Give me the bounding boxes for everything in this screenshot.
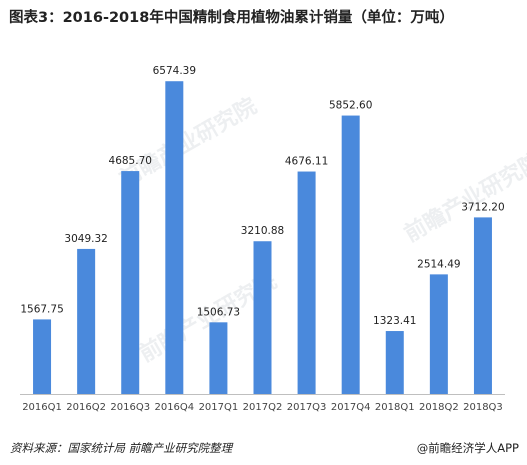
value-labels: 1567.75 3049.32 4685.70 6574.39 1506.73 3210.… xyxy=(20,65,504,327)
x-tick-2016Q3: 2016Q3 xyxy=(110,402,150,413)
x-tick-2017Q2: 2017Q2 xyxy=(243,402,283,413)
x-tick-2018Q1: 2018Q1 xyxy=(375,402,415,413)
source-note: 资料来源：国家统计局 前瞻产业研究院整理 xyxy=(10,441,233,455)
bar-2016Q2 xyxy=(77,248,96,394)
value-label-2016Q1: 1567.75 xyxy=(20,303,63,315)
x-tick-2016Q1: 2016Q1 xyxy=(22,402,62,413)
bar-2018Q2 xyxy=(429,274,448,394)
bar-2016Q4 xyxy=(165,81,184,394)
value-label-2016Q4: 6574.39 xyxy=(153,65,196,77)
x-tick-2016Q4: 2016Q4 xyxy=(154,402,194,413)
bar-2018Q3 xyxy=(473,217,492,394)
x-tick-2017Q4: 2017Q4 xyxy=(331,402,371,413)
value-label-2017Q3: 4676.11 xyxy=(285,156,328,168)
x-tick-2017Q3: 2017Q3 xyxy=(287,402,327,413)
value-label-2018Q2: 2514.49 xyxy=(417,258,460,270)
value-label-2018Q1: 1323.41 xyxy=(373,315,416,327)
x-tick-2016Q2: 2016Q2 xyxy=(66,402,106,413)
bar-2016Q1 xyxy=(33,319,52,394)
bar-2016Q3 xyxy=(121,171,140,394)
x-tick-2017Q1: 2017Q1 xyxy=(199,402,239,413)
bar-2018Q1 xyxy=(385,331,404,394)
value-label-2017Q2: 3210.88 xyxy=(241,225,284,237)
bar-2017Q3 xyxy=(297,171,316,394)
x-tick-labels: 2016Q1 2016Q2 2016Q3 2016Q4 2017Q1 2017Q2 2017… xyxy=(22,402,503,413)
value-label-2016Q3: 4685.70 xyxy=(109,155,152,167)
value-label-2018Q3: 3712.20 xyxy=(461,201,504,213)
value-label-2016Q2: 3049.32 xyxy=(64,233,107,245)
bar-2017Q1 xyxy=(209,322,228,394)
x-tick-2018Q2: 2018Q2 xyxy=(419,402,459,413)
brand-note: @前瞻经济学人APP xyxy=(416,441,519,455)
bars-group xyxy=(33,81,492,395)
x-tick-2018Q3: 2018Q3 xyxy=(463,402,503,413)
bar-2017Q4 xyxy=(341,115,360,395)
value-label-2017Q4: 5852.60 xyxy=(329,100,372,112)
chart-title: 图表3：2016-2018年中国精制食用植物油累计销量（单位：万吨） xyxy=(9,10,454,26)
bar-2017Q2 xyxy=(253,241,272,394)
value-label-2017Q1: 1506.73 xyxy=(197,306,240,318)
